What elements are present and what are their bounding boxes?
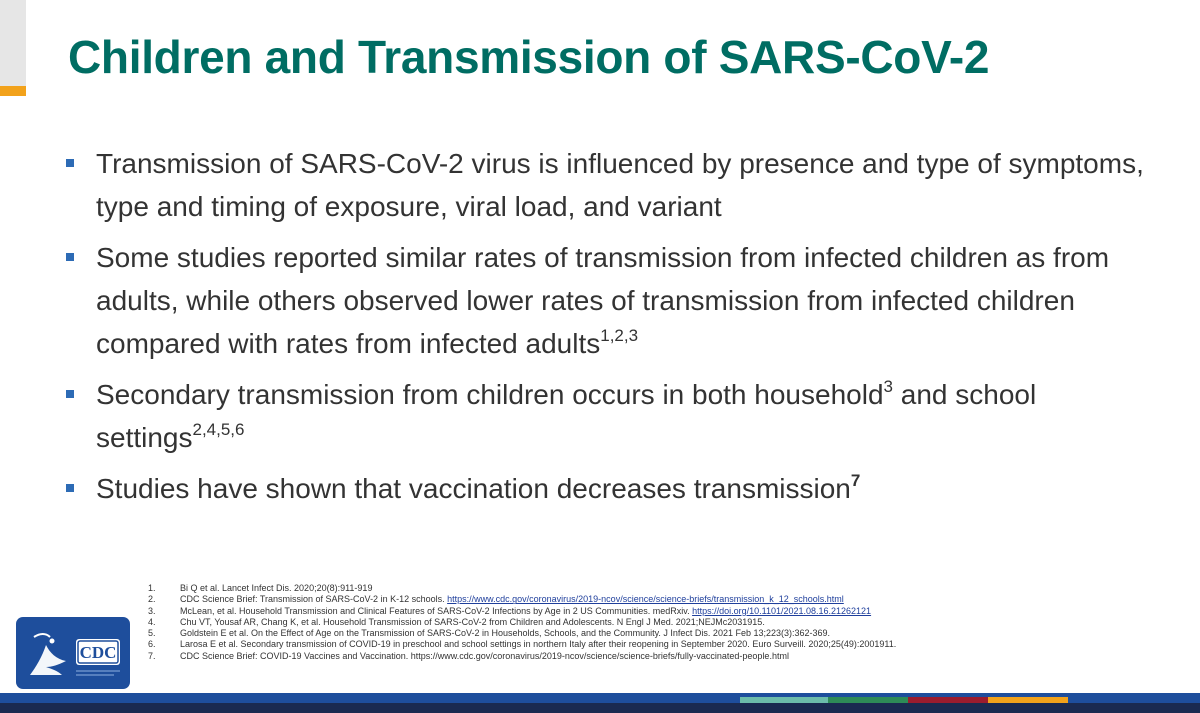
stripe-segment [988,697,1068,703]
stripe-segment [908,697,988,703]
reference-text: Larosa E et al. Secondary transmission o… [180,639,897,650]
reference-number: 2. [148,594,156,605]
reference-number: 1. [148,583,156,593]
stripe-segment [828,697,908,703]
references-list: 1. Bi Q et al. Lancet Infect Dis. 2020;2… [148,583,1148,662]
reference-text: CDC Science Brief: COVID-19 Vaccines and… [180,650,789,661]
footer-line [0,693,1200,697]
cdc-logo-text: CDC [80,643,117,662]
reference-item: 3. McLean, et al. Household Transmission… [148,606,1148,617]
bullet-square-icon [66,253,74,261]
slide-title: Children and Transmission of SARS-CoV-2 [68,31,990,83]
cdc-logo: CDC [16,617,130,689]
bullet-item-2: Some studies reported similar rates of t… [62,236,1172,365]
left-accent-bar [0,86,26,96]
citation-superscript: 1,2,3 [600,325,639,345]
reference-text: Goldstein E et al. On the Effect of Age … [180,628,831,639]
bullet-item-4: Studies have shown that vaccination decr… [62,467,1172,510]
bullet-item-3: Secondary transmission from children occ… [62,373,1172,459]
reference-number: 3. [148,605,156,616]
reference-number: 6. [148,639,156,650]
citation-superscript: 2,4,5,6 [192,419,245,439]
stripe-segment [740,697,828,703]
reference-text: Chu VT, Yousaf AR, Chang K, et al. House… [180,616,765,627]
reference-text: Bi Q et al. Lancet Infect Dis. 2020;20(8… [180,583,373,593]
bullet-square-icon [66,159,74,167]
stripe-segment [1068,697,1200,703]
reference-link[interactable]: https://www.cdc.gov/coronavirus/2019-nco… [447,594,844,605]
stripe-segment [0,697,740,703]
reference-number: 4. [148,616,156,627]
reference-text: CDC Science Brief: Transmission of SARS-… [180,594,448,605]
reference-number: 5. [148,628,156,639]
bullet-list: Transmission of SARS-CoV-2 virus is infl… [62,142,1172,518]
bullet-text: and school settings [96,379,1037,453]
left-decor-bar [0,0,26,96]
footer-stripe [0,697,1200,713]
reference-link[interactable]: https://doi.org/10.1101/2021.08.16.21262… [692,605,872,616]
bullet-text: Secondary transmission from children occ… [96,379,884,410]
hhs-eagle-icon: CDC [30,633,120,676]
reference-item: 2. CDC Science Brief: Transmission of SA… [148,594,1148,605]
bullet-item-1: Transmission of SARS-CoV-2 virus is infl… [62,142,1172,228]
bullet-text: Some studies reported similar rates of t… [96,242,1110,359]
bullet-square-icon [66,390,74,398]
reference-text: McLean, et al. Household Transmission an… [180,605,693,616]
reference-number: 7. [148,650,156,661]
reference-item: 5. Goldstein E et al. On the Effect of A… [148,628,1148,639]
reference-item: 7. CDC Science Brief: COVID-19 Vaccines … [148,651,1148,662]
citation-superscript: 3 [883,376,893,396]
reference-item: 6. Larosa E et al. Secondary transmissio… [148,639,1148,650]
reference-item: 4. Chu VT, Yousaf AR, Chang K, et al. Ho… [148,617,1148,628]
bullet-text: Transmission of SARS-CoV-2 virus is infl… [96,148,1144,222]
citation-superscript: 7 [850,470,861,490]
bullet-text: Studies have shown that vaccination decr… [96,473,851,504]
reference-item: 1. Bi Q et al. Lancet Infect Dis. 2020;2… [148,583,1148,594]
bullet-square-icon [66,484,74,492]
